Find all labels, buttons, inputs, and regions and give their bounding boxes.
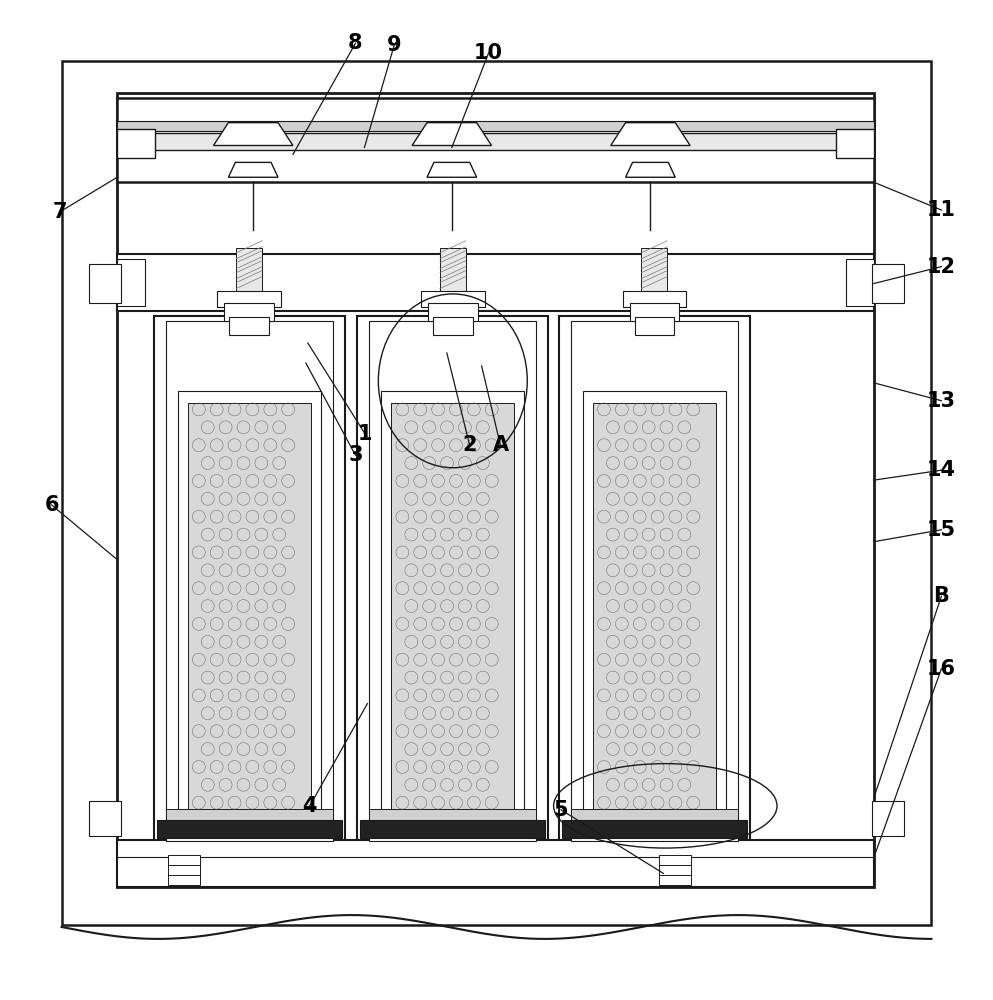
Bar bbox=[217, 291, 281, 307]
Bar bbox=[872, 264, 904, 303]
Polygon shape bbox=[626, 162, 675, 177]
Text: 15: 15 bbox=[926, 520, 956, 540]
Bar bbox=[391, 403, 514, 816]
Bar bbox=[381, 391, 524, 826]
Text: 4: 4 bbox=[303, 796, 317, 816]
Text: 3: 3 bbox=[349, 445, 362, 465]
Bar bbox=[559, 316, 750, 841]
Bar bbox=[166, 809, 333, 823]
Bar bbox=[562, 820, 747, 838]
Polygon shape bbox=[611, 123, 690, 145]
Bar bbox=[635, 317, 674, 335]
Text: 1: 1 bbox=[358, 424, 372, 444]
Bar bbox=[236, 248, 262, 291]
Bar bbox=[846, 259, 874, 306]
Bar bbox=[224, 303, 274, 321]
Polygon shape bbox=[427, 162, 477, 177]
Bar bbox=[369, 809, 536, 823]
Bar bbox=[229, 317, 269, 335]
Text: 5: 5 bbox=[554, 800, 568, 820]
Bar bbox=[421, 291, 485, 307]
Bar bbox=[571, 809, 738, 823]
Text: 8: 8 bbox=[349, 33, 362, 53]
Text: 13: 13 bbox=[926, 391, 956, 411]
Bar bbox=[583, 391, 726, 826]
Bar bbox=[117, 133, 874, 150]
Bar bbox=[357, 316, 548, 841]
Bar bbox=[117, 259, 145, 306]
Bar bbox=[836, 129, 874, 158]
Bar bbox=[178, 391, 321, 826]
Bar bbox=[168, 855, 200, 885]
Bar bbox=[360, 820, 545, 838]
Bar bbox=[154, 316, 345, 841]
Bar bbox=[428, 303, 478, 321]
Text: 7: 7 bbox=[53, 202, 67, 222]
Polygon shape bbox=[412, 123, 492, 145]
Text: 11: 11 bbox=[926, 200, 956, 220]
Text: B: B bbox=[933, 586, 949, 606]
Text: A: A bbox=[493, 435, 508, 455]
Bar bbox=[630, 303, 679, 321]
Bar bbox=[117, 840, 874, 887]
Text: 10: 10 bbox=[474, 43, 503, 63]
Text: 6: 6 bbox=[45, 495, 59, 515]
Text: 2: 2 bbox=[463, 435, 477, 455]
Bar bbox=[659, 855, 691, 885]
Bar bbox=[62, 61, 931, 925]
Bar bbox=[872, 801, 904, 836]
Bar bbox=[166, 321, 333, 841]
Polygon shape bbox=[228, 162, 278, 177]
Bar bbox=[571, 321, 738, 841]
Bar bbox=[369, 321, 536, 841]
Bar bbox=[157, 820, 342, 838]
Text: 9: 9 bbox=[387, 35, 401, 55]
Bar bbox=[117, 98, 874, 182]
Bar bbox=[117, 254, 874, 311]
Bar bbox=[641, 248, 667, 291]
Text: 12: 12 bbox=[926, 257, 956, 277]
Bar bbox=[117, 129, 155, 158]
Bar bbox=[433, 317, 473, 335]
Bar bbox=[623, 291, 686, 307]
Bar bbox=[89, 264, 121, 303]
Bar bbox=[188, 403, 311, 816]
Polygon shape bbox=[213, 123, 293, 145]
Text: 16: 16 bbox=[926, 659, 956, 679]
Bar bbox=[593, 403, 716, 816]
Bar bbox=[117, 121, 874, 131]
Bar bbox=[89, 801, 121, 836]
Bar bbox=[440, 248, 466, 291]
Bar bbox=[117, 93, 874, 887]
Text: 14: 14 bbox=[926, 460, 956, 480]
